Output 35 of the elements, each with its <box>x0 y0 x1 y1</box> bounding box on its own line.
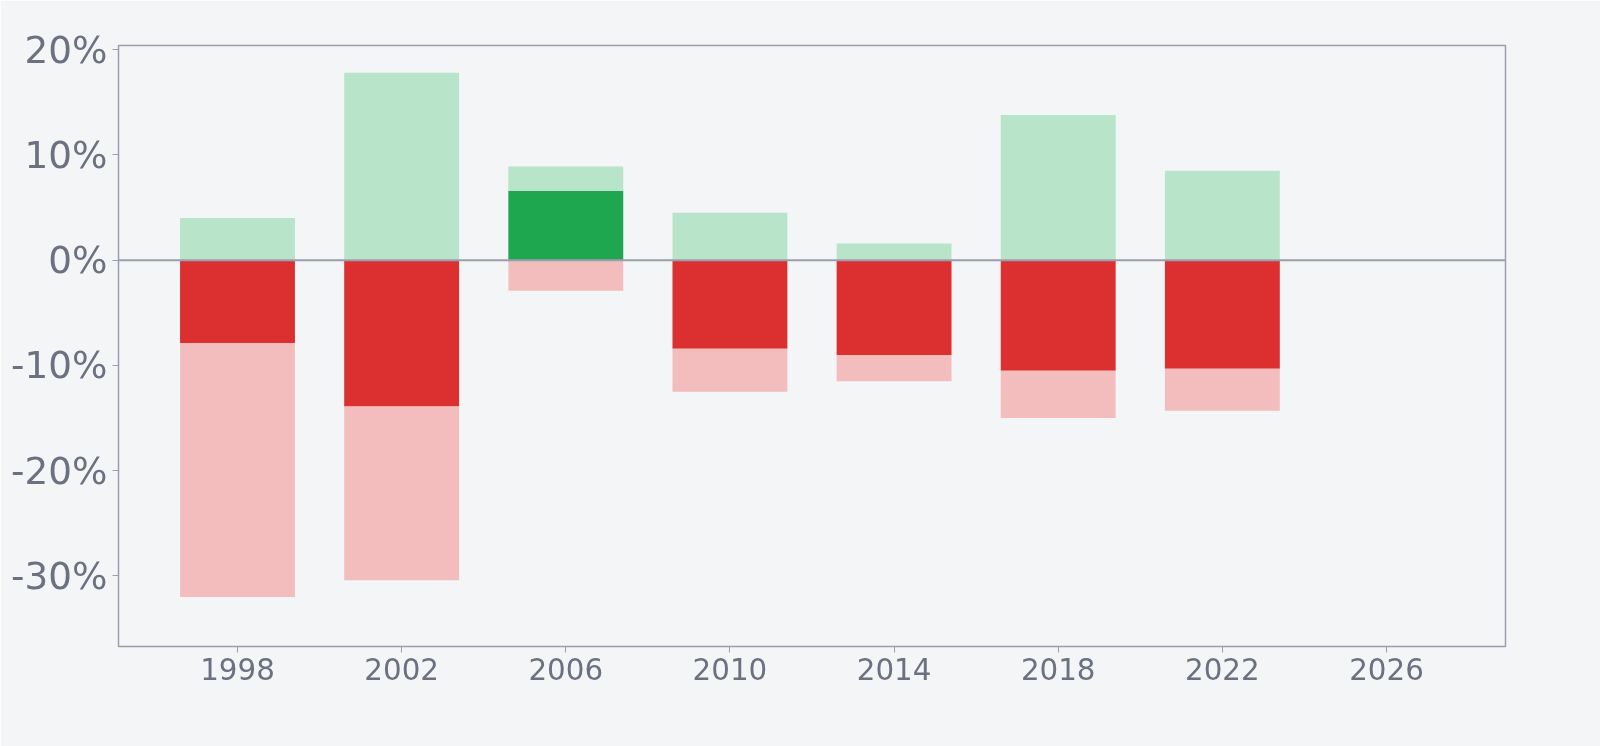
x-tick-label: 2014 <box>856 652 932 687</box>
bar <box>672 348 788 392</box>
bar <box>1164 368 1280 411</box>
bar <box>508 190 624 261</box>
bar <box>836 260 952 355</box>
bar <box>836 243 952 261</box>
bar <box>1164 170 1280 261</box>
bar <box>344 260 460 407</box>
x-tick-label: 2002 <box>364 652 439 687</box>
x-tick-label: 2010 <box>692 652 768 687</box>
bar <box>180 218 295 261</box>
bar <box>1000 370 1116 419</box>
bar <box>1000 114 1116 261</box>
bar <box>508 166 624 191</box>
bar <box>344 406 460 581</box>
x-tick-label: 2018 <box>1020 652 1096 687</box>
bar <box>508 260 624 291</box>
bar <box>672 212 788 261</box>
x-tick-label: 2022 <box>1185 652 1260 687</box>
y-tick-label: -30% <box>11 553 108 598</box>
x-tick-label: 1998 <box>200 652 275 687</box>
bar <box>180 260 295 344</box>
y-tick-label: 20% <box>24 27 108 72</box>
x-tick-label: 2026 <box>1349 652 1424 687</box>
bar <box>1000 260 1116 371</box>
y-tick-label: 10% <box>24 132 108 177</box>
bar <box>1164 260 1280 369</box>
y-tick-label: 0% <box>48 238 108 283</box>
y-tick-label: -10% <box>11 343 108 388</box>
bar <box>672 260 788 349</box>
bar <box>344 72 460 261</box>
bar <box>836 354 952 382</box>
x-tick-label: 2006 <box>528 652 604 687</box>
bar <box>180 343 295 598</box>
y-tick-label: -20% <box>11 448 108 493</box>
